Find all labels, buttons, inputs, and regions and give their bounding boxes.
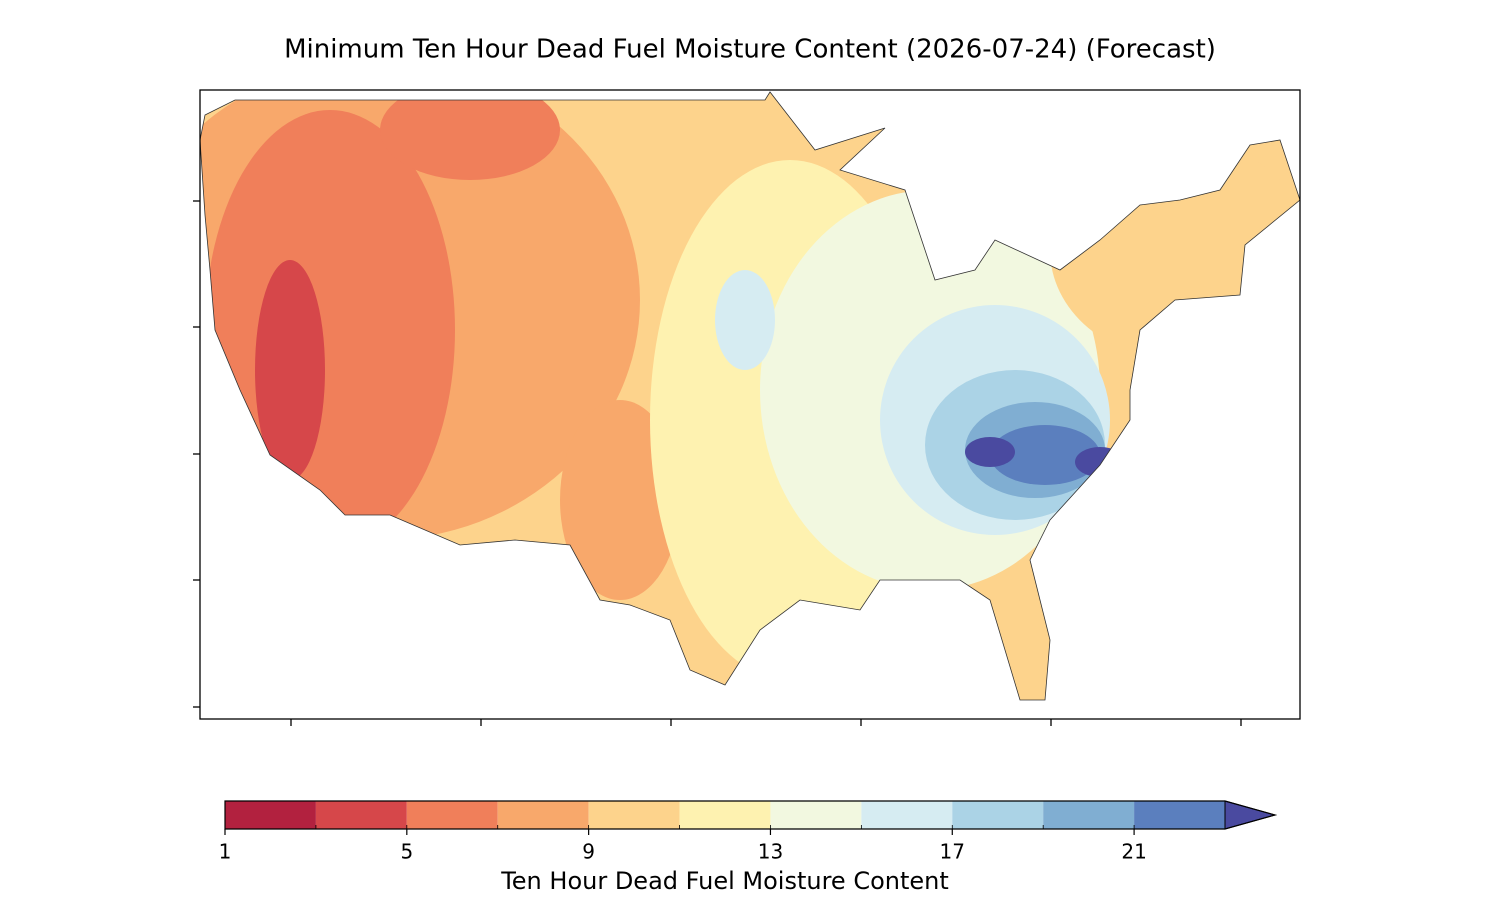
frame-ticks	[193, 200, 1242, 726]
map-title: Minimum Ten Hour Dead Fuel Moisture Cont…	[284, 35, 1216, 65]
colorbar-segment	[679, 801, 771, 829]
colorbar-segment	[406, 801, 498, 829]
region	[715, 270, 775, 370]
colorbar-segment	[315, 801, 407, 829]
colorbar-tick-label: 9	[582, 840, 595, 864]
colorbar-segment	[588, 801, 680, 829]
colorbar-segment	[1134, 801, 1225, 829]
region	[255, 260, 325, 480]
colorbar-segment	[225, 801, 316, 829]
colorbar-outline	[224, 800, 1278, 830]
colorbar-segment	[497, 801, 589, 829]
region	[380, 92, 560, 180]
colorbar-tick-label: 13	[758, 840, 783, 864]
colorbar-segment	[770, 801, 862, 829]
colorbar-segment	[861, 801, 953, 829]
colorbar: 1 5 9 13 17 21	[219, 800, 1278, 864]
colorbar-segment	[952, 801, 1044, 829]
region	[1050, 140, 1300, 360]
region	[205, 110, 455, 550]
region	[965, 437, 1015, 467]
colorbar-label: Ten Hour Dead Fuel Moisture Content	[500, 867, 949, 895]
colorbar-extend	[1224, 800, 1277, 830]
region	[1075, 447, 1125, 477]
map-frame	[199, 89, 1301, 720]
colorbar-segment	[1043, 801, 1135, 829]
region	[560, 400, 680, 600]
colorbar-tick-label: 1	[219, 840, 232, 864]
fuel-moisture-field	[200, 92, 1300, 700]
colorbar-tick-label: 21	[1121, 840, 1146, 864]
colorbar-tick-label: 5	[400, 840, 413, 864]
region	[990, 425, 1100, 485]
colorbar-tick-label: 17	[940, 840, 965, 864]
